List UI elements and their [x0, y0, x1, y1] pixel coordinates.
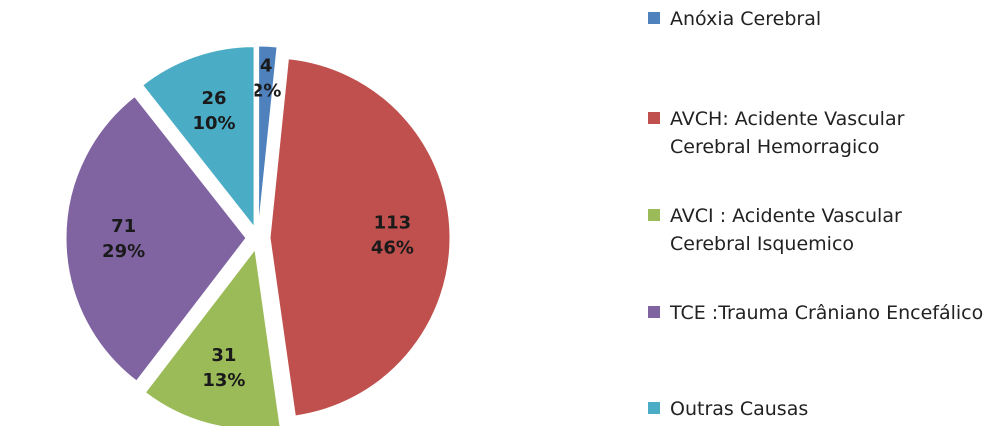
legend-item: TCE :Trauma Crâniano Encefálico	[648, 299, 984, 327]
legend-label: AVCH: Acidente Vascular Cerebral Hemorra…	[670, 108, 905, 158]
value-label: 113	[374, 212, 412, 233]
value-label: 26	[201, 88, 226, 109]
legend-swatch	[648, 12, 660, 24]
legend-swatch	[648, 112, 660, 124]
pie-slice	[144, 248, 281, 426]
legend-label: AVCI : Acidente Vascular Cerebral Isquem…	[670, 205, 902, 255]
value-label: 31	[211, 345, 236, 366]
value-label: 71	[111, 216, 136, 237]
percent-label: 2%	[251, 81, 282, 102]
chart: 4 2% 113 46% 31 13% 71 29% 26 10%	[65, 45, 451, 426]
legend-swatch	[648, 209, 660, 221]
percent-label: 10%	[192, 113, 235, 134]
legend-item: Anóxia Cerebral	[648, 5, 984, 33]
percent-label: 13%	[202, 370, 245, 391]
value-label: 4	[260, 56, 273, 77]
percent-label: 29%	[102, 241, 145, 262]
legend-swatch	[648, 402, 660, 414]
legend-label: Outras Causas	[670, 398, 809, 420]
legend-item: Outras Causas	[648, 395, 984, 423]
pie-slice	[142, 46, 255, 229]
legend-label: TCE :Trauma Crâniano Encefálico	[670, 302, 984, 324]
pie-slice	[65, 95, 247, 382]
legend-label: Anóxia Cerebral	[670, 8, 822, 30]
legend-swatch	[648, 306, 660, 318]
legend-item: AVCI : Acidente Vascular Cerebral Isquem…	[648, 202, 984, 258]
pie-slice	[258, 45, 278, 227]
legend-item: AVCH: Acidente Vascular Cerebral Hemorra…	[648, 105, 984, 161]
percent-label: 46%	[371, 237, 414, 258]
pie-slice	[269, 58, 451, 417]
